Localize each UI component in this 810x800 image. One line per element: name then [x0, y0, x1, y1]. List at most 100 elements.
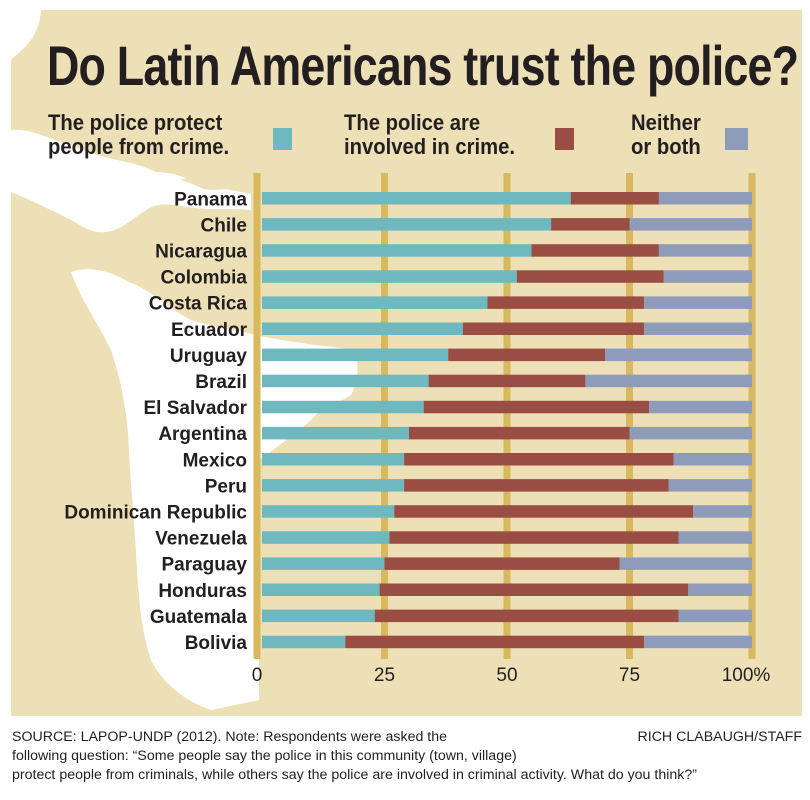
bar-uruguay-neither: [605, 348, 752, 362]
bar-argentina-involved: [409, 426, 630, 440]
map-land-south-america: [71, 269, 259, 710]
country-label-mexico: Mexico: [183, 450, 247, 471]
bar-argentina-protect: [262, 426, 409, 440]
bar-chile-neither: [629, 218, 752, 231]
bar-venezuela-neither: [678, 531, 752, 544]
bar-chile-involved: [551, 218, 630, 231]
bar-colombia-protect: [262, 270, 517, 283]
country-label-bolivia: Bolivia: [185, 633, 248, 654]
bar-mexico-involved: [404, 453, 674, 466]
bar-panama-neither: [658, 192, 752, 205]
x-tick-label-100: 100%: [722, 665, 771, 686]
bar-colombia-involved: [516, 270, 664, 283]
legend-label-neither-line2: or both: [631, 134, 701, 159]
country-label-el-salvador: El Salvador: [144, 398, 248, 419]
gridline-50: [503, 173, 511, 659]
x-tick-label-25: 25: [374, 665, 395, 686]
bar-guatemala-protect: [262, 609, 375, 623]
source-note: SOURCE: LAPOP-UNDP (2012). Note: Respond…: [12, 728, 802, 785]
country-label-honduras: Honduras: [158, 581, 247, 602]
bar-peru-involved: [404, 479, 669, 492]
map-land-north: [11, 10, 41, 60]
country-label-chile: Chile: [201, 215, 247, 236]
gridline-100: [748, 173, 756, 659]
chart-panel: Do Latin Americans trust the police? The…: [11, 10, 802, 716]
bar-dominican-republic-involved: [394, 505, 694, 518]
gridline-25: [381, 173, 388, 659]
gridlines: [253, 173, 756, 659]
x-axis-tick-labels: 0 25 50 75 100%: [252, 665, 771, 686]
country-label-costa-rica: Costa Rica: [149, 294, 248, 315]
map-land-caribbean: [11, 129, 251, 233]
country-label-ecuador: Ecuador: [171, 320, 248, 341]
x-tick-label-75: 75: [619, 665, 640, 686]
country-label-uruguay: Uruguay: [170, 346, 248, 367]
bar-ecuador-neither: [644, 322, 752, 335]
bar-nicaragua-neither: [658, 244, 752, 257]
bar-bolivia-protect: [262, 635, 346, 649]
bar-ecuador-protect: [262, 322, 463, 335]
bar-honduras-neither: [688, 583, 752, 596]
legend-label-protect: The police protect people from crime.: [48, 111, 229, 159]
bar-chile-protect: [262, 218, 552, 231]
country-label-peru: Peru: [205, 476, 247, 497]
bar-panama-involved: [570, 192, 659, 205]
bar-peru-protect: [262, 479, 405, 492]
source-note-line3: protect people from criminals, while oth…: [12, 767, 697, 783]
country-label-nicaragua: Nicaragua: [155, 241, 247, 262]
bar-mexico-neither: [673, 453, 752, 466]
country-label-guatemala: Guatemala: [150, 607, 248, 628]
legend-label-neither-line1: Neither: [631, 110, 701, 135]
credit-line: RICH CLABAUGH/STAFF: [637, 729, 803, 745]
bar-venezuela-protect: [262, 531, 390, 544]
country-label-brazil: Brazil: [195, 372, 247, 393]
bar-bolivia-neither: [644, 635, 752, 649]
bar-guatemala-involved: [374, 609, 679, 623]
x-tick-label-50: 50: [496, 665, 517, 686]
bar-brazil-neither: [585, 374, 752, 388]
bar-dominican-republic-neither: [693, 505, 752, 518]
country-label-colombia: Colombia: [160, 268, 247, 289]
bar-costa-rica-neither: [644, 296, 752, 309]
country-labels: Panama Chile Nicaragua Colombia Costa Rica Ec…: [64, 189, 247, 654]
bar-ecuador-involved: [462, 322, 645, 335]
legend-swatch-involved: [555, 128, 574, 150]
source-note-line2: following question: “Some people say the…: [12, 748, 517, 764]
gridline-75: [626, 173, 633, 659]
bar-uruguay-protect: [262, 348, 449, 362]
bar-mexico-protect: [262, 453, 405, 466]
bar-costa-rica-involved: [487, 296, 645, 309]
legend-label-protect-line2: people from crime.: [48, 134, 230, 159]
legend-label-neither: Neither or both: [631, 111, 701, 159]
bar-nicaragua-involved: [531, 244, 659, 257]
bar-costa-rica-protect: [262, 296, 488, 309]
source-note-line1: SOURCE: LAPOP-UNDP (2012). Note: Respond…: [12, 729, 448, 745]
bar-venezuela-involved: [389, 531, 679, 544]
bar-panama-protect: [262, 192, 571, 205]
bar-paraguay-involved: [384, 557, 620, 570]
x-tick-label-0: 0: [252, 665, 263, 686]
bar-honduras-protect: [262, 583, 380, 596]
bar-brazil-protect: [262, 374, 429, 388]
bar-honduras-involved: [379, 583, 689, 596]
legend-swatch-protect: [273, 128, 292, 150]
legend-swatch-neither: [725, 128, 748, 150]
gridline-0: [253, 173, 261, 659]
bar-peru-neither: [668, 479, 752, 492]
map-land-cuba: [136, 172, 186, 181]
country-label-dominican-republic: Dominican Republic: [64, 502, 247, 523]
bar-guatemala-neither: [678, 609, 752, 623]
bar-argentina-neither: [629, 426, 752, 440]
bars: [262, 192, 752, 649]
bar-nicaragua-protect: [262, 244, 532, 257]
country-label-argentina: Argentina: [158, 424, 247, 445]
legend-label-protect-line1: The police protect: [48, 110, 223, 135]
bar-paraguay-neither: [619, 557, 752, 570]
bar-el-salvador-neither: [649, 400, 752, 414]
bar-bolivia-involved: [345, 635, 645, 649]
legend-label-involved-line2: involved in crime.: [344, 134, 515, 159]
bar-paraguay-protect: [262, 557, 385, 570]
legend-label-involved: The police are involved in crime.: [344, 111, 515, 159]
legend-label-involved-line1: The police are: [344, 110, 481, 135]
